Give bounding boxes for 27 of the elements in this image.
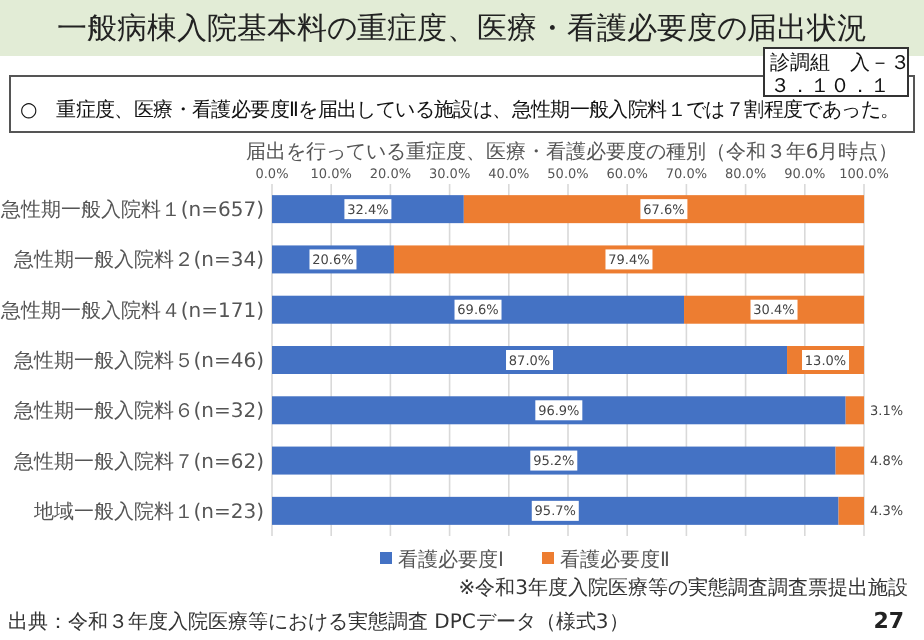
bar [838,496,864,525]
bar [272,446,836,475]
y-tick-label: 急性期一般入院料１(n=657) [0,198,265,223]
text: 27 [873,608,904,634]
bar [835,446,864,475]
bar [393,245,864,274]
y-tick-label: 地域一般入院料１(n=23) [31,499,265,524]
legend-label: 看護必要度Ⅰ [398,548,504,572]
text: 診調組 入－３ [770,51,910,75]
y-tick-label: 急性期一般入院料６(n=32) [11,399,265,424]
chart-subtitle: 届出を行っている重症度、医療・看護必要度の種別（令和３年6月時点） [245,140,899,164]
y-tick-label: 急性期一般入院料２(n=34) [11,248,265,273]
y-tick-label: 急性期一般入院料７(n=62) [11,449,265,474]
bar [272,496,839,525]
text: ※令和3年度入院医療等の実態調査調査票提出施設 [458,576,908,600]
y-tick-label: 急性期一般入院料４(n=171) [0,298,265,323]
bar [845,396,864,425]
bar [272,295,685,324]
bar [463,195,864,224]
bar [272,396,846,425]
legend-label: 看護必要度Ⅱ [560,548,670,572]
y-tick-label: 急性期一般入院料５(n=46) [11,349,265,373]
text: ○ 重症度、医療・看護必要度Ⅱを届出している施設は、急性期一般入院料１では７割程度であった。 [20,98,900,122]
bar [272,346,788,374]
text: ３．１０．１ [770,76,890,98]
source-note: 出典：令和３年度入院医療等における実態調査 DPCデータ（様式3） [8,610,629,634]
chart-title: 一般病棟入院基本料の重症度、医療・看護必要度の届出状況 [57,10,867,46]
